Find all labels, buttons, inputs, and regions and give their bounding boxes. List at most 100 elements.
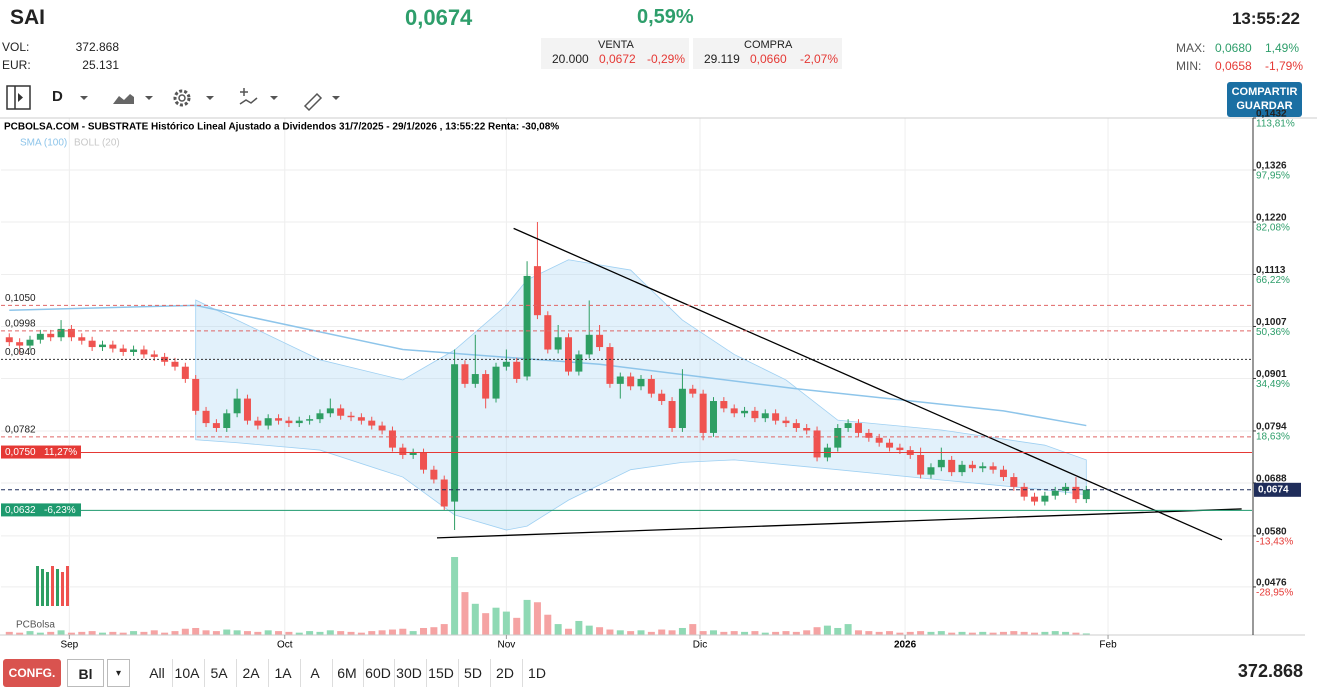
y-tick-label: 0,1326 bbox=[1256, 161, 1287, 172]
volume-bar bbox=[958, 631, 966, 635]
panel-toggle[interactable] bbox=[6, 85, 31, 110]
config-button[interactable]: CONFG. bbox=[3, 659, 61, 687]
range-button[interactable]: 6M bbox=[332, 659, 361, 687]
volume-bar bbox=[565, 628, 573, 635]
venta-box bbox=[541, 38, 689, 69]
range-button[interactable]: 1D bbox=[522, 659, 551, 687]
candle-body bbox=[761, 413, 769, 419]
candle-body bbox=[482, 374, 490, 399]
volume-bar bbox=[378, 630, 386, 635]
volume-bar bbox=[88, 631, 96, 635]
max-label: MAX: bbox=[1176, 41, 1206, 55]
volume-bar bbox=[803, 630, 811, 635]
volume-bar bbox=[585, 625, 593, 635]
level-label: 0,0750 bbox=[5, 447, 36, 458]
plot bbox=[1, 118, 1252, 635]
volume-bar bbox=[948, 632, 956, 635]
volume-bar bbox=[181, 628, 189, 635]
range-button[interactable]: 1A bbox=[268, 659, 297, 687]
candle-body bbox=[772, 413, 780, 421]
candle-body bbox=[36, 333, 44, 340]
candle-body bbox=[357, 417, 365, 421]
candle-body bbox=[223, 413, 231, 429]
toolbar-icons bbox=[6, 85, 340, 112]
volume-bar bbox=[782, 631, 790, 635]
volume-bar bbox=[399, 628, 407, 635]
logo: PCBolsa bbox=[16, 566, 69, 631]
candle-body bbox=[26, 339, 34, 346]
range-button[interactable]: 5D bbox=[458, 659, 487, 687]
y-tick-change: 66,22% bbox=[1256, 275, 1290, 286]
mode-dropdown[interactable]: ▾ bbox=[107, 659, 130, 687]
x-tick-label: Feb bbox=[1099, 640, 1117, 651]
candle-body bbox=[233, 398, 241, 414]
y-tick-change: -28,95% bbox=[1256, 588, 1293, 599]
candle-body bbox=[533, 266, 541, 316]
volume-bar bbox=[482, 613, 490, 635]
range-button[interactable]: 30D bbox=[394, 659, 423, 687]
range-button[interactable]: All bbox=[149, 665, 165, 681]
range-button[interactable]: 2A bbox=[236, 659, 265, 687]
volume-bar bbox=[451, 557, 459, 635]
range-button[interactable]: 2D bbox=[490, 659, 519, 687]
trendline bbox=[436, 508, 1242, 539]
candle-body bbox=[606, 347, 614, 384]
volume-bar bbox=[161, 632, 169, 635]
x-tick-label: Nov bbox=[497, 640, 515, 651]
min-label: MIN: bbox=[1176, 59, 1202, 73]
symbol: SAI bbox=[10, 6, 46, 29]
y-tick-label: 0,1113 bbox=[1256, 265, 1286, 276]
candle-body bbox=[554, 337, 562, 350]
logo-bar bbox=[46, 572, 49, 606]
volume-bar bbox=[637, 630, 645, 635]
eur: 25.131 bbox=[82, 58, 119, 72]
candle-body bbox=[254, 420, 262, 426]
dropdown-carets[interactable] bbox=[80, 96, 340, 100]
volume-bar bbox=[67, 632, 75, 635]
icon-arrow bbox=[18, 93, 23, 102]
mode-button[interactable]: Bl bbox=[67, 659, 104, 687]
volume-bar bbox=[98, 632, 106, 635]
share-button[interactable]: COMPARTIR GUARDAR bbox=[1227, 82, 1302, 117]
volume-bar bbox=[720, 631, 728, 635]
range-button[interactable]: 15D bbox=[426, 659, 455, 687]
period[interactable]: D bbox=[52, 88, 63, 105]
candle-body bbox=[243, 398, 251, 421]
volume-bar bbox=[741, 631, 749, 635]
volume-bar bbox=[699, 631, 707, 635]
candle-body bbox=[1041, 495, 1049, 502]
candle-body bbox=[699, 393, 707, 433]
candle-body bbox=[161, 356, 169, 362]
venta-pct: -0,29% bbox=[647, 52, 686, 66]
settings-icon[interactable] bbox=[173, 89, 191, 107]
y-tick-label: 0,0476 bbox=[1256, 578, 1287, 589]
candle-body bbox=[854, 423, 862, 433]
range-button[interactable]: 5A bbox=[204, 659, 233, 687]
legend-boll: BOLL (20) bbox=[74, 138, 120, 149]
range-button[interactable]: 60D bbox=[363, 659, 392, 687]
draw-icon[interactable] bbox=[303, 92, 323, 112]
volume-bar bbox=[1051, 631, 1059, 635]
candle-body bbox=[1062, 486, 1070, 491]
range-button[interactable]: A bbox=[300, 659, 329, 687]
volume-bar bbox=[347, 631, 355, 635]
vol-label: VOL: bbox=[2, 40, 30, 54]
volume-bar bbox=[109, 631, 117, 635]
candle-body bbox=[285, 420, 293, 424]
candle-body bbox=[316, 413, 324, 420]
candle-body bbox=[502, 361, 510, 367]
vol: 372.868 bbox=[75, 40, 119, 54]
y-tick-label: 0,0580 bbox=[1256, 527, 1287, 538]
candle-body bbox=[326, 408, 334, 414]
candle-body bbox=[1020, 486, 1028, 497]
indicator-icon[interactable] bbox=[239, 88, 258, 105]
range-button[interactable]: 10A bbox=[172, 659, 201, 687]
candle-body bbox=[430, 469, 438, 480]
candle-body bbox=[337, 408, 345, 416]
candle-body bbox=[575, 354, 583, 372]
chart-type-icon[interactable] bbox=[113, 94, 134, 104]
volume-bar bbox=[26, 631, 34, 635]
volume-bar bbox=[886, 631, 894, 635]
venta-label: VENTA bbox=[598, 39, 634, 51]
